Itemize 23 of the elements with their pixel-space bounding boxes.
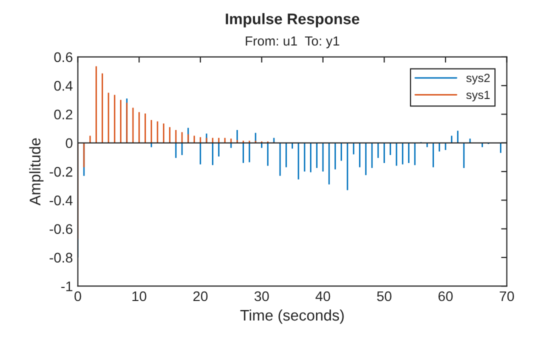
x-tick-label: 30 — [254, 291, 269, 302]
x-tick-label: 70 — [500, 291, 514, 302]
y-tick-label: -0.4 — [50, 196, 73, 206]
x-axis-title: Time (seconds) — [240, 309, 344, 324]
chart-title: Impulse Response — [226, 13, 360, 28]
y-tick-label: -1 — [61, 282, 72, 292]
y-tick-label: 0 — [66, 138, 72, 148]
x-tick-label: 60 — [438, 291, 453, 302]
y-tick-label: 0.4 — [54, 80, 73, 91]
y-tick-label: 0.2 — [54, 110, 72, 120]
y-tick-label: -0.8 — [50, 252, 72, 263]
x-tick-label: 20 — [193, 291, 208, 302]
legend-label: sys2 — [466, 74, 490, 84]
y-tick-label: 0.6 — [54, 52, 72, 62]
y-tick-label: -0.2 — [50, 166, 72, 177]
y-tick-label: -0.6 — [50, 224, 72, 234]
y-axis-title: Amplitude — [29, 138, 44, 206]
x-tick-label: 40 — [316, 291, 330, 302]
x-tick-label: 50 — [377, 291, 392, 302]
legend-label: sys1 — [466, 90, 490, 102]
x-tick-label: 10 — [132, 291, 146, 302]
x-tick-label: 0 — [74, 291, 82, 302]
chart-subtitle: From: u1 To: y1 — [246, 36, 340, 48]
